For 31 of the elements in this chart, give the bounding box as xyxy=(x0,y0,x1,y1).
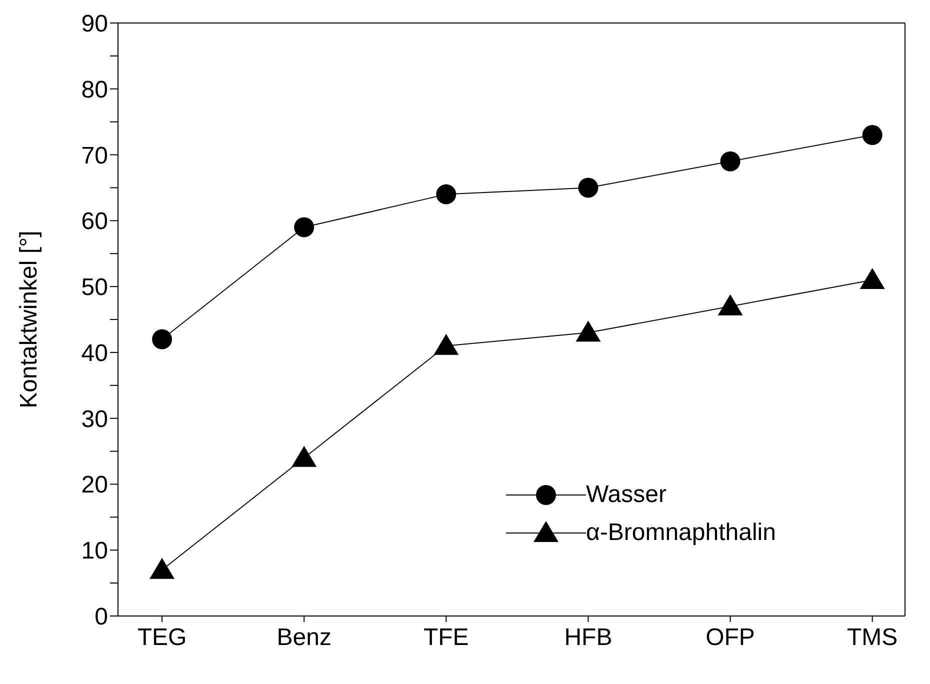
point xyxy=(152,329,172,350)
y-axis-title: Kontaktwinkel [°] xyxy=(16,230,43,408)
y-tick-label: 0 xyxy=(94,604,108,631)
y-tick-label: 70 xyxy=(81,142,108,170)
x-tick-label: OFP xyxy=(706,624,755,652)
y-tick-label: 20 xyxy=(81,472,108,499)
x-tick-label: TMS xyxy=(846,624,898,652)
x-tick-label: TFE xyxy=(423,624,469,652)
point xyxy=(720,151,740,172)
point xyxy=(862,125,882,146)
point xyxy=(578,178,598,198)
x-tick-label: TEG xyxy=(137,624,187,652)
point xyxy=(436,184,456,204)
point xyxy=(294,217,314,238)
point xyxy=(718,294,743,316)
y-tick-label: 30 xyxy=(81,406,108,433)
point xyxy=(860,268,885,289)
legend-label: Wasser xyxy=(586,481,666,509)
y-tick-label: 60 xyxy=(81,208,108,236)
y-tick-label: 10 xyxy=(81,538,108,565)
point xyxy=(576,320,601,342)
y-tick-label: 80 xyxy=(81,76,108,104)
x-tick-label: Benz xyxy=(276,624,332,652)
y-tick-label: 40 xyxy=(81,340,108,367)
point xyxy=(150,558,175,579)
x-tick-label: HFB xyxy=(564,624,612,652)
y-tick-label: 90 xyxy=(81,10,108,38)
legend-label: α-Bromnaphthalin xyxy=(586,519,776,547)
point xyxy=(434,334,459,355)
y-tick-label: 50 xyxy=(81,274,108,302)
point xyxy=(292,446,317,467)
